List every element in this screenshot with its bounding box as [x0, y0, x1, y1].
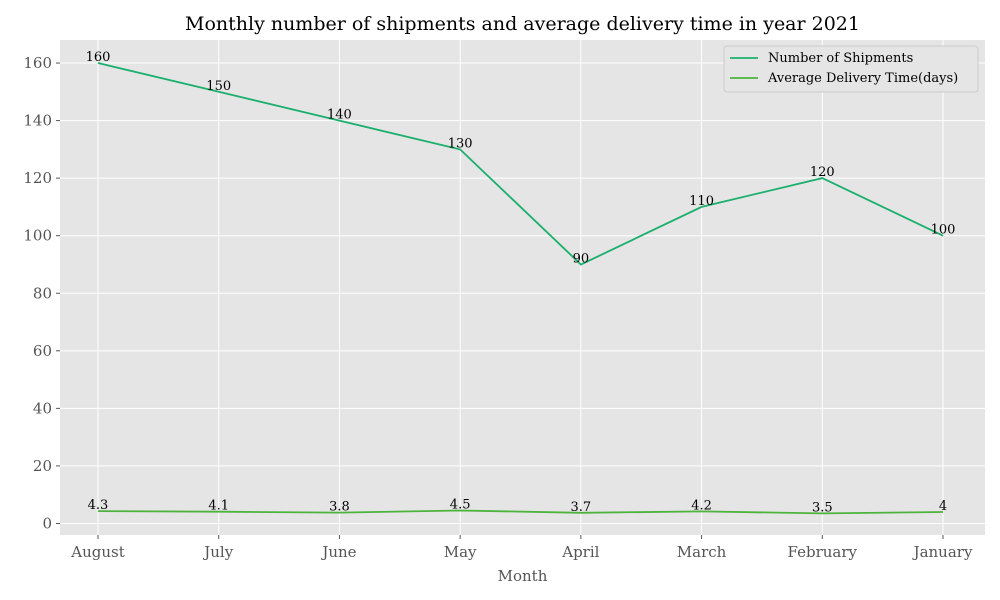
x-tick-label: March: [677, 543, 727, 561]
data-label: 3.7: [571, 500, 592, 515]
x-tick-label: January: [912, 543, 973, 561]
data-label: 4.3: [88, 498, 109, 513]
x-tick-label: August: [70, 543, 124, 561]
y-tick-label: 100: [23, 227, 52, 245]
y-tick-label: 160: [23, 54, 52, 72]
data-label: 4.1: [208, 499, 229, 514]
legend-entry-average-delivery-time: Average Delivery Time(days): [767, 71, 958, 86]
y-tick-label: 140: [23, 112, 52, 130]
legend-box: [723, 45, 979, 93]
data-label: 120: [810, 165, 835, 180]
data-label: 110: [689, 194, 714, 209]
data-labels: 160 150 140 130 90 110 120 100 4.3 4.1 3.8 4.5 3.7 4.…: [86, 50, 956, 515]
y-tick-label: 60: [33, 342, 52, 360]
data-label: 90: [573, 251, 590, 266]
series-line-0: [97, 62, 944, 266]
y-tick-label: 0: [42, 514, 52, 532]
y-tick-label: 120: [23, 169, 52, 187]
y-tick-label: 20: [33, 457, 52, 475]
data-label: 150: [206, 79, 231, 94]
x-tick-label: May: [444, 543, 477, 561]
data-label: 4.2: [691, 498, 712, 513]
x-tick-label: July: [202, 543, 233, 561]
x-tick-label: April: [561, 543, 599, 561]
y-tick-label: 40: [33, 399, 52, 417]
y-tick-label: 80: [33, 284, 52, 302]
data-label: 4: [939, 499, 947, 514]
plot-area: [60, 40, 985, 535]
x-axis-label: Month: [498, 567, 548, 585]
data-label: 130: [448, 136, 473, 151]
axis-ticks: 0 20 40 60 80 100 120 140 160 August July June May Ap…: [23, 54, 973, 561]
data-label: 160: [86, 50, 111, 65]
series-line-1: [97, 509, 944, 515]
data-label: 3.5: [812, 500, 833, 515]
legend-entry-number-of-shipments: Number of Shipments: [768, 51, 913, 66]
grid: [60, 40, 985, 535]
x-tick-label: February: [788, 543, 858, 561]
data-label: 3.8: [329, 500, 350, 515]
legend: Number of Shipments Average Delivery Tim…: [723, 45, 979, 93]
chart-title: Monthly number of shipments and average …: [185, 13, 860, 35]
series: [97, 62, 944, 515]
data-label: 4.5: [450, 498, 471, 513]
data-label: 100: [931, 223, 956, 238]
data-label: 140: [327, 108, 352, 123]
x-tick-label: June: [320, 543, 356, 561]
